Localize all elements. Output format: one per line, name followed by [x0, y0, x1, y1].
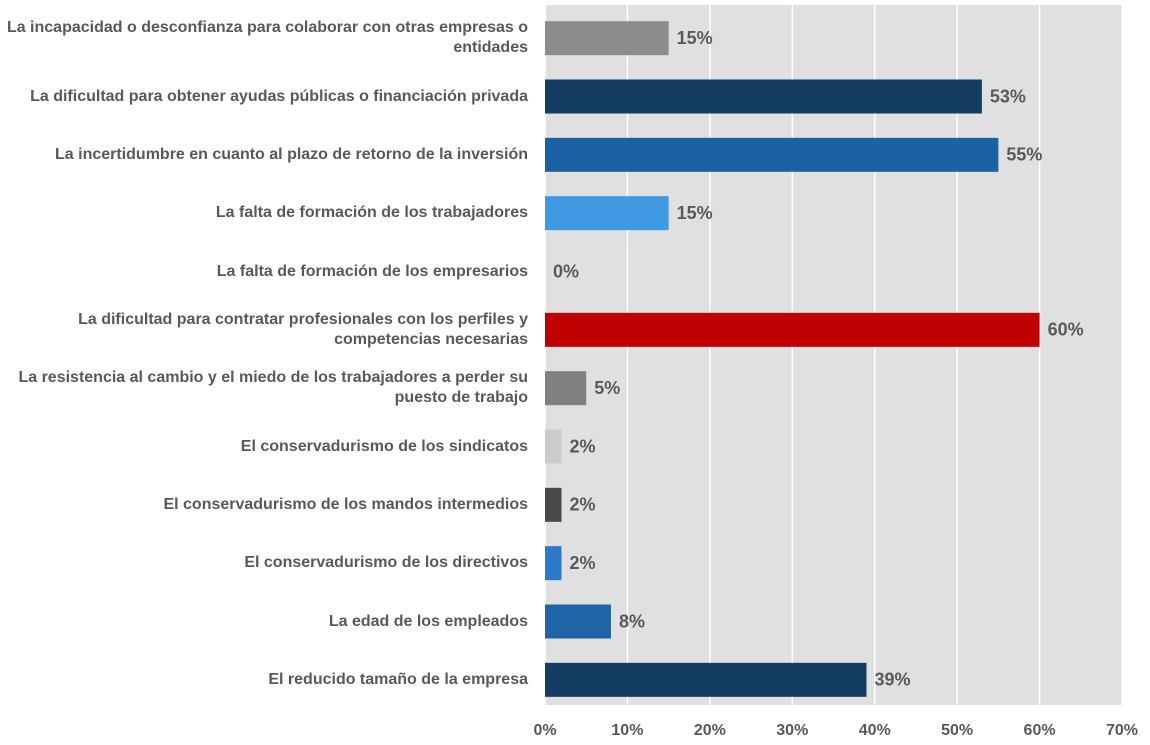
category-label: El reducido tamaño de la empresa: [268, 670, 528, 688]
category-label: La falta de formación de los trabajadore…: [215, 204, 528, 222]
category-label: El conservadurismo de los sindicatos: [240, 437, 528, 455]
x-tick-label: 10%: [611, 722, 643, 739]
plot-background: [545, 5, 1122, 705]
x-tick-label: 30%: [776, 722, 808, 739]
category-label: La incertidumbre en cuanto al plazo de r…: [55, 145, 528, 163]
value-label: 15%: [677, 203, 713, 223]
value-label: 39%: [874, 670, 910, 690]
category-label: El conservadurismo de los directivos: [244, 554, 528, 572]
bar: [545, 604, 611, 639]
category-label: El conservadurismo de los mandos interme…: [163, 495, 528, 513]
bar: [545, 21, 669, 56]
x-tick-label: 40%: [859, 722, 891, 739]
bar: [545, 662, 867, 697]
x-tick-label: 60%: [1024, 722, 1056, 739]
value-label: 5%: [594, 378, 620, 398]
x-tick-label: 70%: [1106, 722, 1138, 739]
x-tick-label: 0%: [533, 722, 556, 739]
value-label: 2%: [569, 553, 595, 573]
bar: [545, 429, 562, 464]
value-label: 60%: [1048, 320, 1084, 340]
bar: [545, 137, 999, 172]
category-label: La dificultad para contratar profesional…: [78, 310, 528, 348]
bar: [545, 196, 669, 231]
bar: [545, 546, 562, 581]
category-label: La dificultad para obtener ayudas públic…: [30, 87, 528, 105]
category-label: La edad de los empleados: [328, 612, 528, 630]
category-label: La incapacidad o desconfianza para colab…: [6, 19, 528, 57]
category-label: La falta de formación de los empresarios: [216, 262, 528, 280]
bar: [545, 312, 1040, 347]
bar: [545, 79, 982, 114]
value-label: 8%: [619, 611, 645, 631]
x-tick-label: 20%: [694, 722, 726, 739]
value-label: 53%: [990, 86, 1026, 106]
value-label: 2%: [569, 436, 595, 456]
bar: [545, 487, 562, 522]
value-label: 2%: [569, 495, 595, 515]
category-label: La resistencia al cambio y el miedo de l…: [18, 369, 528, 407]
value-label: 55%: [1006, 145, 1042, 165]
bar: [545, 371, 587, 406]
value-label: 15%: [677, 28, 713, 48]
x-tick-label: 50%: [941, 722, 973, 739]
value-label: 0%: [553, 261, 579, 281]
